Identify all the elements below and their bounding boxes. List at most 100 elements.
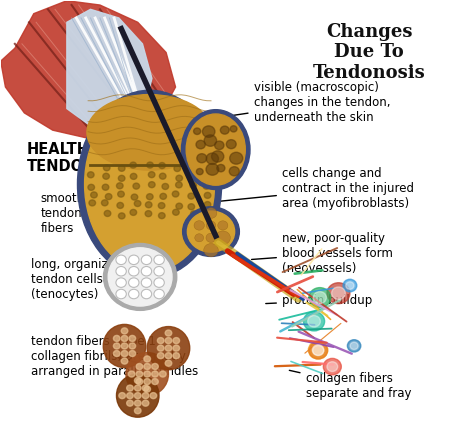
Circle shape: [230, 126, 237, 132]
Circle shape: [159, 162, 165, 168]
Circle shape: [130, 210, 137, 216]
Circle shape: [201, 175, 207, 181]
Circle shape: [141, 278, 152, 288]
Circle shape: [158, 203, 165, 209]
Circle shape: [154, 255, 164, 265]
Circle shape: [146, 194, 153, 200]
Circle shape: [313, 291, 327, 304]
Circle shape: [165, 345, 172, 351]
Circle shape: [141, 266, 152, 276]
Circle shape: [145, 210, 152, 216]
Circle shape: [148, 171, 155, 178]
Circle shape: [88, 184, 94, 191]
Circle shape: [141, 289, 152, 299]
Circle shape: [141, 255, 152, 265]
Circle shape: [127, 385, 133, 391]
Circle shape: [211, 151, 224, 162]
Circle shape: [343, 279, 357, 292]
Ellipse shape: [187, 211, 235, 252]
Ellipse shape: [186, 114, 245, 185]
Circle shape: [128, 371, 135, 377]
Circle shape: [129, 351, 136, 356]
Circle shape: [202, 126, 215, 137]
Circle shape: [157, 338, 164, 344]
Circle shape: [121, 358, 128, 364]
Circle shape: [194, 221, 204, 230]
Circle shape: [162, 184, 169, 190]
Circle shape: [204, 135, 217, 146]
Circle shape: [129, 336, 136, 342]
Circle shape: [135, 378, 141, 384]
Circle shape: [159, 173, 166, 179]
Circle shape: [190, 182, 197, 188]
Circle shape: [191, 174, 197, 180]
Polygon shape: [0, 1, 175, 139]
Text: long, organized
tendon cells
(tenocytes): long, organized tendon cells (tenocytes): [31, 258, 131, 301]
Polygon shape: [67, 10, 152, 135]
Circle shape: [113, 336, 120, 342]
Circle shape: [218, 221, 228, 230]
Circle shape: [215, 141, 224, 150]
Circle shape: [136, 363, 143, 369]
Circle shape: [204, 192, 211, 198]
Circle shape: [148, 182, 155, 187]
Circle shape: [303, 312, 325, 331]
Circle shape: [113, 351, 120, 356]
Circle shape: [195, 234, 204, 242]
Circle shape: [174, 165, 181, 171]
Circle shape: [130, 162, 137, 168]
Ellipse shape: [182, 207, 239, 256]
Circle shape: [136, 371, 143, 377]
Circle shape: [173, 209, 179, 215]
Circle shape: [104, 210, 111, 216]
Circle shape: [229, 167, 239, 176]
Circle shape: [135, 408, 141, 414]
Text: HEALTHY
TENDON: HEALTHY TENDON: [27, 142, 100, 174]
Circle shape: [206, 233, 216, 242]
Circle shape: [204, 243, 218, 257]
Circle shape: [165, 338, 172, 344]
Circle shape: [206, 153, 219, 165]
Circle shape: [327, 362, 337, 372]
Circle shape: [103, 165, 110, 171]
Circle shape: [176, 175, 182, 181]
Circle shape: [128, 278, 139, 288]
Circle shape: [128, 289, 139, 299]
Circle shape: [150, 393, 156, 399]
Circle shape: [309, 342, 328, 359]
Circle shape: [103, 173, 109, 179]
Circle shape: [135, 385, 141, 391]
Circle shape: [144, 386, 151, 392]
Circle shape: [89, 200, 96, 206]
Circle shape: [102, 184, 109, 190]
Circle shape: [116, 255, 126, 265]
Circle shape: [131, 194, 138, 200]
Text: new, poor-quality
blood vessels form
(neovessels): new, poor-quality blood vessels form (ne…: [252, 232, 393, 275]
Circle shape: [101, 200, 108, 206]
Ellipse shape: [126, 352, 168, 396]
Circle shape: [173, 338, 180, 344]
Circle shape: [152, 371, 158, 377]
Circle shape: [346, 282, 354, 289]
Circle shape: [121, 328, 128, 334]
Circle shape: [116, 278, 126, 288]
Circle shape: [128, 255, 139, 265]
Ellipse shape: [108, 248, 172, 306]
Ellipse shape: [103, 324, 146, 368]
Circle shape: [173, 345, 180, 351]
Circle shape: [136, 378, 143, 385]
Circle shape: [135, 400, 141, 406]
Circle shape: [205, 208, 217, 218]
Ellipse shape: [77, 90, 222, 278]
Circle shape: [134, 200, 141, 207]
Circle shape: [154, 289, 164, 299]
Circle shape: [142, 385, 149, 391]
Circle shape: [130, 173, 137, 179]
Circle shape: [203, 183, 210, 189]
Circle shape: [116, 266, 126, 276]
Circle shape: [91, 192, 97, 198]
Circle shape: [308, 316, 320, 327]
Circle shape: [154, 266, 164, 276]
Circle shape: [127, 393, 133, 399]
Circle shape: [196, 168, 203, 175]
